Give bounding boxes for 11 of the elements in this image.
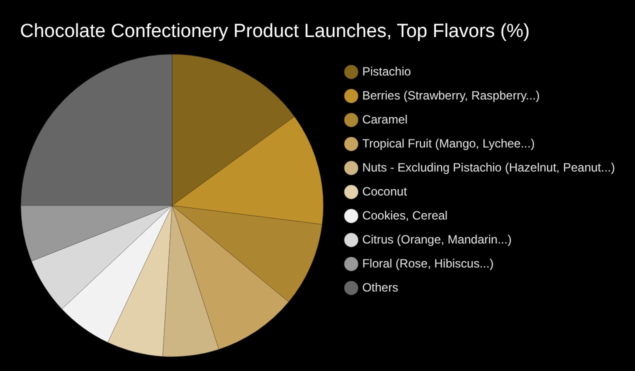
- legend-label: Caramel: [362, 112, 408, 126]
- legend-label: Berries (Strawberry, Raspberry...): [362, 88, 540, 102]
- legend-label: Floral (Rose, Hibiscus...): [362, 256, 494, 270]
- chart-title: Chocolate Confectionery Product Launches, Top Flavors (%): [19, 20, 531, 44]
- legend-label: Pistachio: [362, 64, 412, 78]
- legend-label: Others: [362, 280, 398, 294]
- legend-label: Cookies, Cereal: [362, 208, 448, 222]
- legend-label: Citrus (Orange, Mandarin...): [362, 232, 512, 246]
- legend-label: Tropical Fruit (Mango, Lychee...): [362, 136, 535, 150]
- legend-label: Nuts - Excluding Pistachio (Hazelnut, Peanut...): [362, 160, 616, 174]
- legend-label: Coconut: [362, 184, 408, 198]
